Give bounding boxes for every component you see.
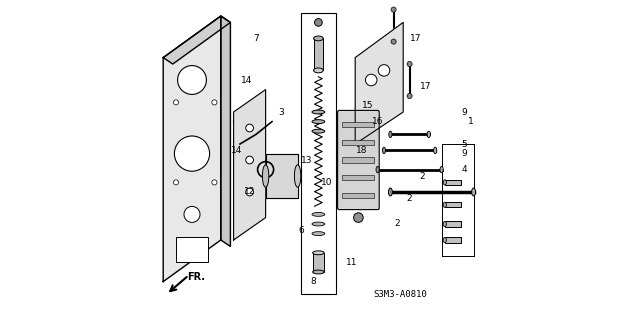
Circle shape — [378, 65, 390, 76]
Text: 17: 17 — [420, 82, 431, 91]
Polygon shape — [163, 16, 230, 64]
Bar — [342, 140, 374, 145]
Circle shape — [246, 124, 253, 132]
Text: 2: 2 — [407, 194, 412, 203]
Text: 12: 12 — [244, 188, 255, 196]
Bar — [342, 122, 374, 127]
Polygon shape — [355, 22, 403, 144]
Text: 14: 14 — [241, 76, 252, 84]
Ellipse shape — [443, 202, 447, 207]
Text: 10: 10 — [321, 178, 332, 187]
Ellipse shape — [376, 166, 380, 173]
Bar — [301, 13, 336, 294]
Ellipse shape — [314, 36, 323, 41]
Circle shape — [354, 213, 364, 222]
Circle shape — [212, 100, 217, 105]
Ellipse shape — [262, 165, 269, 187]
Ellipse shape — [312, 120, 324, 124]
Ellipse shape — [472, 188, 476, 196]
Circle shape — [173, 100, 179, 105]
Bar — [342, 157, 374, 163]
Circle shape — [407, 93, 412, 99]
Ellipse shape — [388, 188, 392, 196]
Ellipse shape — [312, 129, 324, 133]
Ellipse shape — [388, 131, 392, 138]
Circle shape — [365, 74, 377, 86]
Bar — [445, 180, 461, 185]
Circle shape — [315, 19, 322, 26]
Bar — [314, 38, 323, 70]
Bar — [176, 237, 208, 262]
Text: 6: 6 — [298, 226, 303, 235]
Text: 5: 5 — [461, 140, 467, 148]
Bar — [445, 202, 461, 207]
Circle shape — [178, 66, 206, 94]
Bar — [445, 237, 461, 243]
Ellipse shape — [312, 110, 324, 114]
Circle shape — [391, 39, 396, 44]
Polygon shape — [221, 16, 230, 246]
Ellipse shape — [294, 165, 301, 187]
Ellipse shape — [383, 147, 385, 154]
Text: 3: 3 — [279, 108, 284, 116]
Ellipse shape — [312, 222, 324, 226]
Text: 8: 8 — [311, 277, 316, 286]
Ellipse shape — [443, 237, 447, 243]
Circle shape — [174, 136, 210, 171]
Circle shape — [407, 61, 412, 67]
Circle shape — [212, 180, 217, 185]
Bar — [342, 175, 374, 180]
Circle shape — [246, 156, 253, 164]
Polygon shape — [163, 16, 221, 282]
Bar — [445, 221, 461, 227]
Text: 13: 13 — [301, 156, 313, 164]
Circle shape — [246, 188, 253, 196]
Circle shape — [391, 7, 396, 12]
Ellipse shape — [434, 147, 437, 154]
Ellipse shape — [312, 270, 324, 274]
FancyBboxPatch shape — [338, 110, 380, 210]
Text: 7: 7 — [253, 34, 259, 43]
Text: 18: 18 — [356, 146, 367, 155]
Polygon shape — [234, 90, 266, 240]
Ellipse shape — [312, 212, 324, 216]
Text: FR.: FR. — [187, 272, 205, 282]
Circle shape — [184, 206, 200, 222]
Text: 4: 4 — [461, 165, 467, 174]
Ellipse shape — [312, 232, 324, 236]
Text: 2: 2 — [394, 220, 399, 228]
Bar — [312, 253, 324, 272]
Text: 16: 16 — [372, 117, 383, 126]
Text: 14: 14 — [231, 146, 243, 155]
Ellipse shape — [312, 251, 324, 255]
Text: 11: 11 — [346, 258, 358, 267]
Text: 9: 9 — [461, 149, 467, 158]
Ellipse shape — [443, 221, 447, 227]
Text: 15: 15 — [362, 101, 374, 110]
Text: 17: 17 — [410, 34, 422, 43]
Text: 1: 1 — [468, 117, 473, 126]
Text: 2: 2 — [420, 172, 425, 180]
Ellipse shape — [314, 68, 323, 73]
Circle shape — [173, 180, 179, 185]
Ellipse shape — [443, 180, 447, 185]
Bar — [342, 193, 374, 198]
Text: S3M3-A0810: S3M3-A0810 — [373, 290, 427, 299]
Ellipse shape — [428, 131, 431, 138]
Ellipse shape — [440, 166, 444, 173]
Text: 9: 9 — [461, 108, 467, 116]
Polygon shape — [266, 154, 298, 198]
